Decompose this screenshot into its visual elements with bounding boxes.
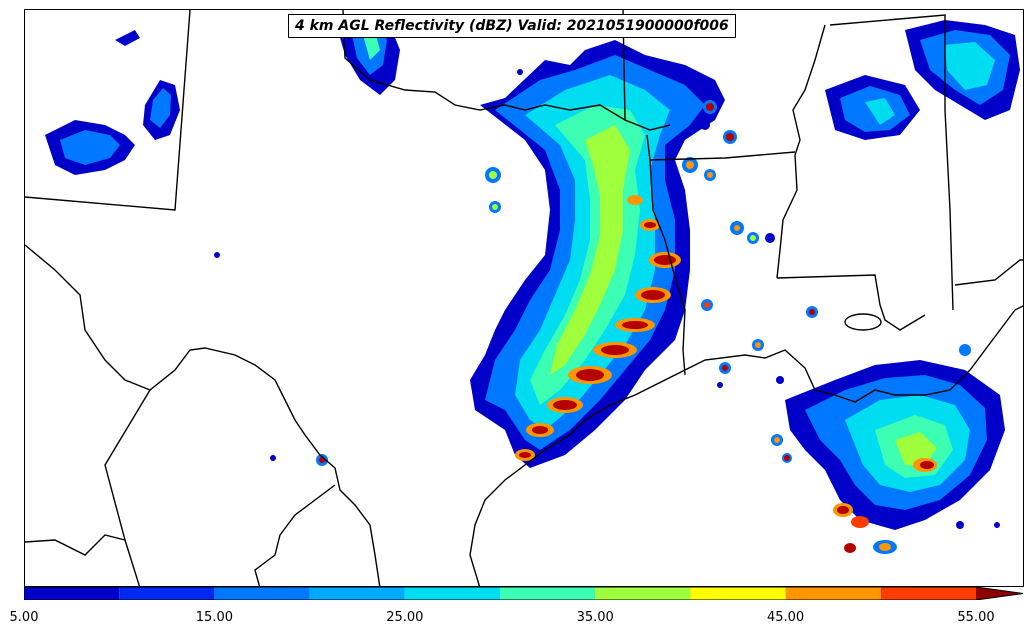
colorbar-tick-label: 45.00 xyxy=(766,610,805,625)
colorbar-tick-label: 25.00 xyxy=(386,610,424,625)
colorbar-segment xyxy=(309,587,405,600)
panhandle-border xyxy=(25,10,191,211)
colorbar-segment xyxy=(214,587,310,600)
lake-pontchartrain xyxy=(844,313,882,331)
gulf-coast xyxy=(469,305,1023,586)
rio-grande xyxy=(25,244,381,586)
al-fl-border xyxy=(954,259,1023,286)
colorbar-segment xyxy=(880,587,976,600)
colorbar-segment xyxy=(595,587,691,600)
echo-main-35 xyxy=(550,125,630,375)
colorbar-segment xyxy=(500,587,596,600)
scattered-cells xyxy=(214,69,1000,529)
colorbar xyxy=(24,587,1024,600)
red-river-border xyxy=(342,10,671,131)
mississippi-river xyxy=(776,24,826,279)
colorbar-tick-label: 15.00 xyxy=(195,610,233,625)
mx-state-border-2 xyxy=(254,484,336,586)
colorbar-segment xyxy=(785,587,881,600)
colorbar-segment xyxy=(119,587,215,600)
ar-la-border xyxy=(649,151,796,161)
ms-al-border xyxy=(829,14,954,311)
convective-line xyxy=(515,195,681,461)
colorbar-segment xyxy=(24,587,120,600)
reflectivity-field xyxy=(45,15,1020,554)
mx-state-border-1 xyxy=(104,389,151,586)
map-panel xyxy=(24,9,1024,587)
la-ms-border xyxy=(776,274,926,331)
colorbar-tick-label: 35.00 xyxy=(576,610,614,625)
colorbar-segment xyxy=(690,587,786,600)
map-title: 4 km AGL Reflectivity (dBZ) Valid: 20210… xyxy=(288,14,736,38)
colorbar-tick-label: 55.00 xyxy=(957,610,995,625)
mx-state-border-3 xyxy=(25,534,126,556)
tx-la-border xyxy=(646,134,686,376)
colorbar-segment xyxy=(404,587,500,600)
boundaries xyxy=(25,10,1023,586)
radar-map xyxy=(25,10,1023,586)
colorbar-tick-label: 5.00 xyxy=(9,610,39,625)
colorbar-extend-arrow xyxy=(976,587,1023,600)
